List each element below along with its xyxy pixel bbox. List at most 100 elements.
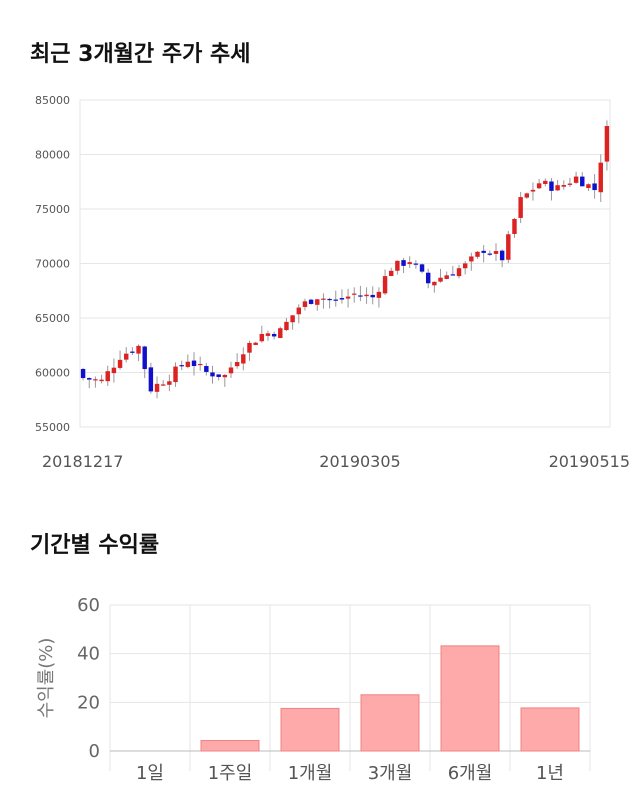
candle-body bbox=[518, 197, 523, 218]
candle-body bbox=[493, 251, 499, 254]
candle-body bbox=[302, 301, 308, 307]
candle-body bbox=[438, 277, 443, 282]
candle-body bbox=[592, 183, 597, 191]
candle-body bbox=[425, 272, 431, 284]
candle-body bbox=[469, 256, 474, 262]
candle-body bbox=[499, 250, 505, 261]
candle-body bbox=[185, 361, 191, 367]
candle-body bbox=[173, 366, 178, 383]
candle-body bbox=[284, 321, 289, 331]
candlestick-chart: 55000 60000 65000 70000 75000 80000 85000 20181… bbox=[35, 94, 630, 471]
candle-body bbox=[204, 366, 209, 372]
candle-body bbox=[290, 315, 295, 323]
candle-body bbox=[536, 183, 542, 189]
candle-body bbox=[543, 180, 548, 185]
x-tick-label: 20190305 bbox=[319, 452, 400, 471]
candle-body bbox=[142, 346, 147, 370]
y-tick-label: 0 bbox=[89, 741, 100, 762]
return-bar bbox=[200, 740, 260, 752]
x-tick-label: 20190515 bbox=[549, 452, 630, 471]
candle-body bbox=[370, 294, 375, 298]
candle-body bbox=[512, 218, 517, 234]
x-tick-label: 1일 bbox=[136, 763, 164, 784]
candle-body bbox=[432, 281, 437, 286]
candle-body bbox=[604, 126, 610, 162]
candle-body bbox=[130, 351, 135, 353]
candle-body bbox=[481, 250, 486, 253]
y-tick-label: 75000 bbox=[35, 203, 70, 216]
candle-body bbox=[462, 263, 468, 269]
candle-body bbox=[124, 353, 129, 360]
x-tick-label: 3개월 bbox=[368, 763, 413, 784]
candle-body bbox=[339, 298, 345, 300]
y-tick-label: 60 bbox=[77, 595, 100, 616]
candle-body bbox=[216, 374, 221, 377]
candle-body bbox=[382, 276, 388, 294]
candle-body bbox=[376, 291, 382, 298]
candle-body bbox=[278, 328, 283, 339]
y-tick-label: 55000 bbox=[35, 421, 70, 434]
candle-body bbox=[234, 362, 240, 367]
candle-body bbox=[567, 183, 573, 185]
y-tick-label: 60000 bbox=[35, 367, 70, 380]
candle-body bbox=[222, 374, 228, 378]
candle-body bbox=[271, 333, 277, 337]
candle-body bbox=[358, 295, 363, 297]
candle-body bbox=[352, 293, 357, 295]
candle-body bbox=[228, 367, 234, 374]
candle-body bbox=[265, 333, 271, 336]
return-title: 기간별 수익률 bbox=[30, 533, 160, 558]
candle-body bbox=[327, 298, 332, 301]
candle-body bbox=[160, 384, 166, 386]
candle-body bbox=[296, 307, 301, 315]
candle-body bbox=[247, 342, 252, 353]
candle-body bbox=[487, 253, 493, 255]
candle-body bbox=[395, 260, 400, 271]
x-tick-label: 1주일 bbox=[208, 763, 253, 784]
return-bar bbox=[360, 694, 420, 752]
x-tick-label: 20181217 bbox=[42, 452, 123, 471]
x-tick-label: 1년 bbox=[536, 763, 564, 784]
candle-body bbox=[210, 372, 215, 377]
candle-body bbox=[167, 381, 172, 385]
candle-body bbox=[598, 162, 603, 193]
y-tick-label: 65000 bbox=[35, 312, 70, 325]
candle-body bbox=[333, 299, 338, 301]
candle-body bbox=[444, 275, 449, 279]
candle-body bbox=[524, 193, 530, 198]
candle-body bbox=[315, 299, 320, 305]
candle-body bbox=[413, 263, 419, 265]
candle-body bbox=[241, 354, 246, 364]
price-trend-title: 최근 3개월간 주가 추세 bbox=[30, 42, 251, 67]
candle-body bbox=[407, 262, 412, 265]
candle-body bbox=[117, 359, 123, 368]
candle-body bbox=[389, 270, 394, 276]
candle-body bbox=[345, 296, 351, 299]
candle-body bbox=[561, 185, 566, 187]
y-tick-label: 80000 bbox=[35, 149, 70, 162]
candle-body bbox=[154, 383, 160, 392]
candle-body bbox=[99, 379, 104, 382]
candle-body bbox=[506, 234, 511, 260]
y-axis-label: 수익률(%) bbox=[36, 638, 57, 719]
candle-body bbox=[321, 298, 326, 300]
y-tick-label: 40 bbox=[77, 644, 100, 665]
candle-body bbox=[401, 260, 406, 266]
candle-body bbox=[475, 251, 480, 257]
y-tick-label: 85000 bbox=[35, 94, 70, 107]
candle-body bbox=[555, 185, 560, 191]
candle-body bbox=[573, 176, 579, 183]
candle-body bbox=[456, 268, 462, 277]
x-tick-label: 6개월 bbox=[448, 763, 493, 784]
candle-body bbox=[364, 294, 369, 297]
return-bar bbox=[440, 645, 500, 752]
candle-body bbox=[586, 184, 591, 189]
return-bar bbox=[520, 707, 580, 752]
candle-body bbox=[580, 176, 585, 187]
candle-body bbox=[105, 371, 110, 382]
candle-body bbox=[253, 342, 258, 345]
candle-body bbox=[93, 379, 98, 381]
candle-body bbox=[179, 365, 184, 367]
candle-body bbox=[136, 345, 141, 354]
candle-body bbox=[259, 333, 265, 342]
